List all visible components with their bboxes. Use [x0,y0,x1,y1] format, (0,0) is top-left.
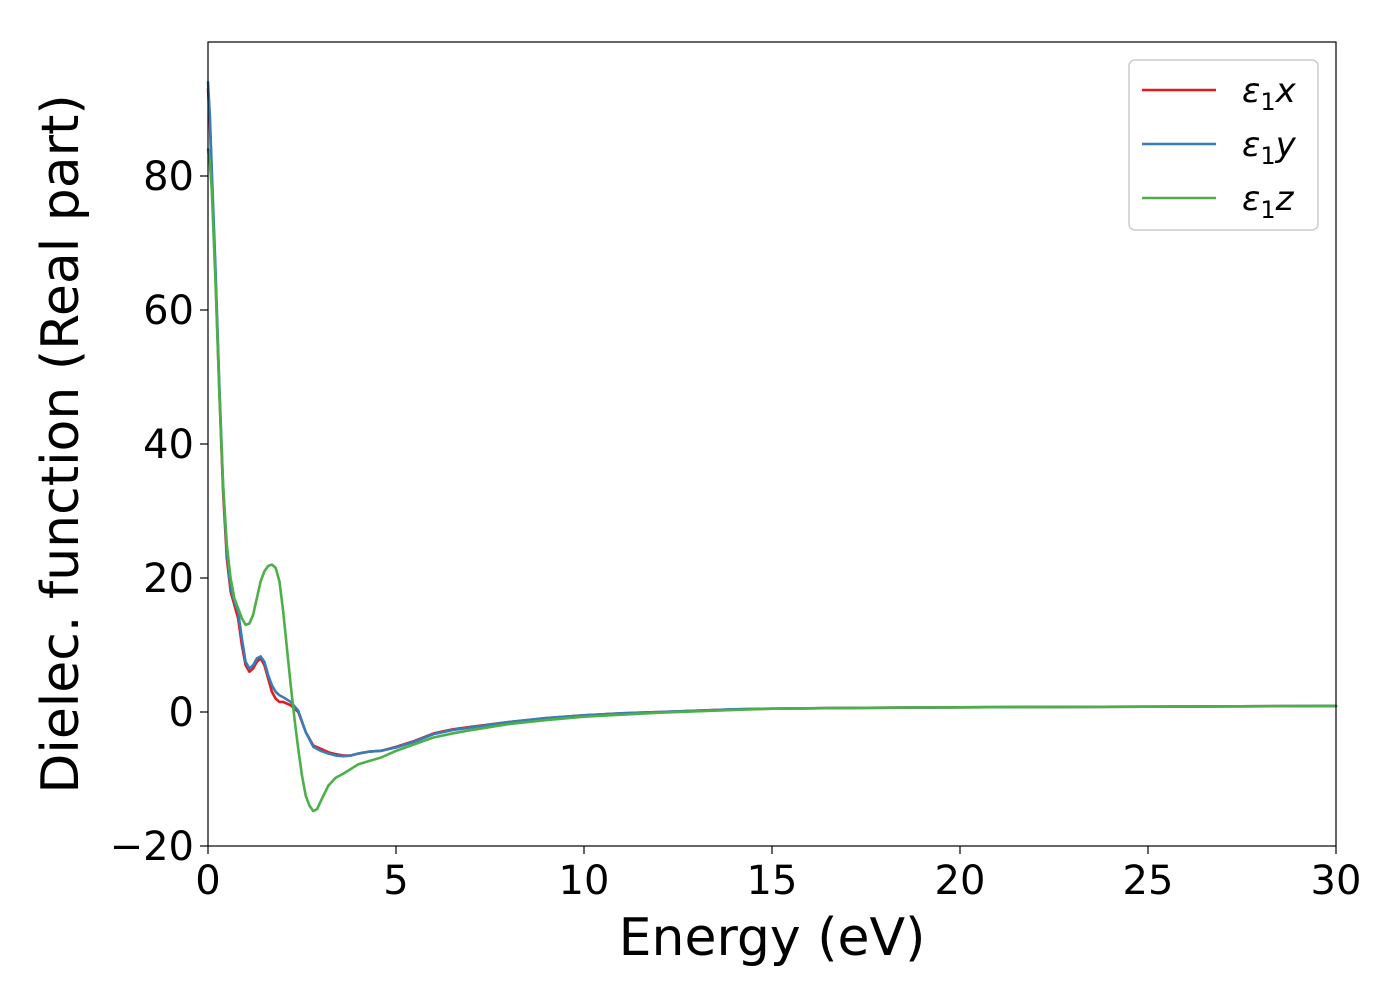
legend-label-y: ε1y [1242,125,1297,170]
y-tick-label: 40 [143,422,194,468]
x-tick-label: 15 [747,858,798,904]
x-tick-label: 20 [935,858,986,904]
y-tick-label: 80 [143,154,194,200]
legend-label-z: ε1z [1242,179,1295,224]
legend-box [1128,59,1319,231]
legend-subscript: 1 [1260,196,1275,224]
legend-symbol: ε [1242,71,1260,111]
legend-variable: y [1275,125,1297,165]
x-tick-label: 5 [383,858,408,904]
legend-label-x: ε1x [1242,71,1297,116]
legend-symbol: ε [1242,125,1260,165]
legend-symbol: ε [1242,179,1260,219]
x-tick-label: 25 [1123,858,1174,904]
y-axis-ticks: −20 0 20 40 60 80 [110,154,208,870]
y-tick-label: 60 [143,288,194,334]
legend-subscript: 1 [1260,142,1275,170]
y-tick-label: 20 [143,556,194,602]
series-layer [206,80,1338,813]
y-axis-label: Dielec. function (Real part) [31,94,91,793]
legend-variable: x [1275,71,1297,111]
y-tick-label: 0 [169,690,194,736]
series-line-z [206,147,1338,813]
x-tick-label: 10 [559,858,610,904]
legend-subscript: 1 [1260,88,1275,116]
x-axis-ticks: 0 5 10 15 20 25 30 [195,846,1361,904]
legend-variable: z [1275,179,1295,219]
x-axis-label: Energy (eV) [619,908,926,968]
y-tick-label: −20 [110,824,194,870]
x-tick-label: 0 [195,858,220,904]
x-tick-label: 30 [1311,858,1362,904]
